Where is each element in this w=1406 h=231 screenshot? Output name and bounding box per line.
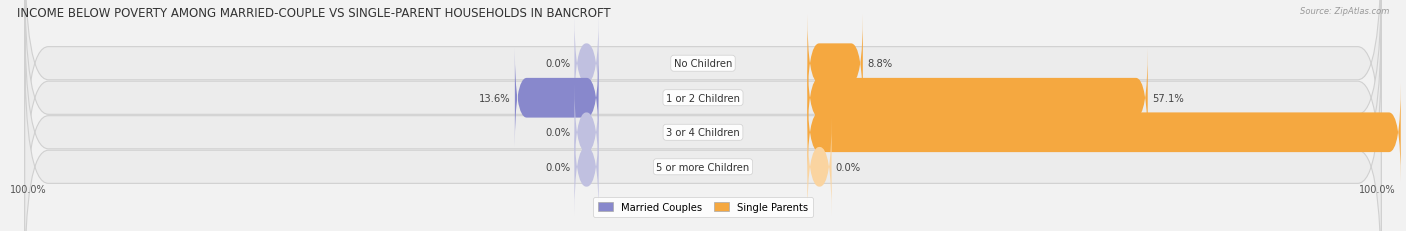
- Text: No Children: No Children: [673, 59, 733, 69]
- FancyBboxPatch shape: [25, 46, 1381, 231]
- FancyBboxPatch shape: [807, 49, 1147, 147]
- Text: 5 or more Children: 5 or more Children: [657, 162, 749, 172]
- FancyBboxPatch shape: [575, 15, 599, 113]
- FancyBboxPatch shape: [807, 118, 831, 216]
- Text: INCOME BELOW POVERTY AMONG MARRIED-COUPLE VS SINGLE-PARENT HOUSEHOLDS IN BANCROF: INCOME BELOW POVERTY AMONG MARRIED-COUPL…: [17, 7, 610, 20]
- Text: 100.0%: 100.0%: [10, 184, 46, 194]
- Text: 8.8%: 8.8%: [868, 59, 891, 69]
- FancyBboxPatch shape: [515, 49, 599, 147]
- Text: 0.0%: 0.0%: [835, 162, 860, 172]
- Text: 0.0%: 0.0%: [546, 59, 571, 69]
- FancyBboxPatch shape: [25, 0, 1381, 219]
- Text: 1 or 2 Children: 1 or 2 Children: [666, 93, 740, 103]
- FancyBboxPatch shape: [25, 12, 1381, 231]
- Legend: Married Couples, Single Parents: Married Couples, Single Parents: [593, 197, 813, 217]
- FancyBboxPatch shape: [807, 84, 1400, 182]
- Text: 57.1%: 57.1%: [1152, 93, 1184, 103]
- FancyBboxPatch shape: [807, 15, 863, 113]
- Text: 0.0%: 0.0%: [546, 128, 571, 138]
- FancyBboxPatch shape: [25, 0, 1381, 185]
- FancyBboxPatch shape: [575, 118, 599, 216]
- FancyBboxPatch shape: [575, 84, 599, 182]
- Text: 13.6%: 13.6%: [479, 93, 510, 103]
- Text: 0.0%: 0.0%: [546, 162, 571, 172]
- Text: Source: ZipAtlas.com: Source: ZipAtlas.com: [1299, 7, 1389, 16]
- Text: 100.0%: 100.0%: [1360, 184, 1396, 194]
- Text: 3 or 4 Children: 3 or 4 Children: [666, 128, 740, 138]
